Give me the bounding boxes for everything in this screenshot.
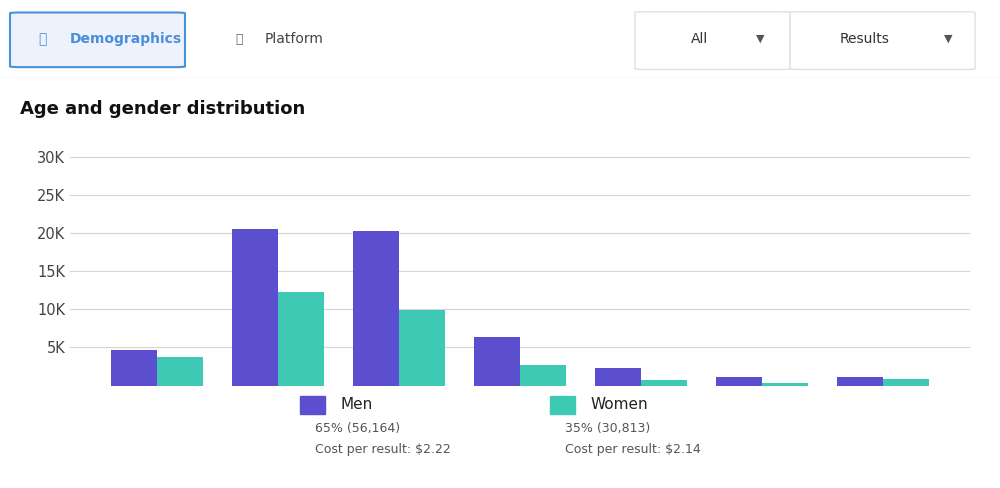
Bar <box>595 368 641 386</box>
Text: Cost per result: $2.14: Cost per result: $2.14 <box>565 443 701 456</box>
Bar <box>474 338 520 386</box>
Bar <box>641 380 687 386</box>
Bar <box>550 396 575 414</box>
Text: 35% (30,813): 35% (30,813) <box>565 422 650 435</box>
Text: Women: Women <box>590 398 648 412</box>
Text: ▼: ▼ <box>944 34 952 44</box>
Bar <box>399 310 445 386</box>
Text: 🖥: 🖥 <box>235 33 242 45</box>
Text: Age and gender distribution: Age and gender distribution <box>20 100 305 118</box>
Text: 65% (56,164): 65% (56,164) <box>315 422 400 435</box>
Text: Men: Men <box>340 398 372 412</box>
Bar <box>883 379 929 386</box>
Text: Platform: Platform <box>265 32 324 46</box>
Bar <box>232 229 278 386</box>
Bar <box>278 292 324 386</box>
Bar <box>353 231 399 386</box>
Text: Results: Results <box>840 32 890 46</box>
Bar <box>762 383 808 386</box>
Text: 👥: 👥 <box>38 32 46 46</box>
Text: All: All <box>691 32 709 46</box>
FancyBboxPatch shape <box>635 12 790 69</box>
Bar <box>111 350 157 386</box>
Text: Demographics: Demographics <box>70 32 182 46</box>
Bar <box>716 377 762 386</box>
FancyBboxPatch shape <box>10 13 185 67</box>
Bar <box>300 396 325 414</box>
Bar <box>157 357 203 386</box>
Text: Cost per result: $2.22: Cost per result: $2.22 <box>315 443 451 456</box>
Text: ▼: ▼ <box>756 34 764 44</box>
FancyBboxPatch shape <box>790 12 975 69</box>
Bar <box>520 365 566 386</box>
Bar <box>837 377 883 386</box>
